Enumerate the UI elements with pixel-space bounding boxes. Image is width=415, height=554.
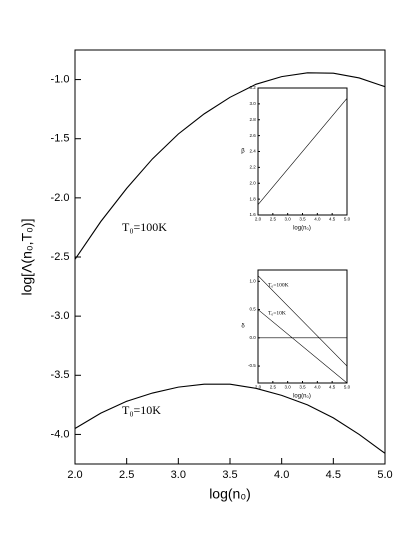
x-axis-label: log(n₀): [293, 394, 311, 400]
x-axis-label: log(n₀): [293, 226, 311, 232]
y-tick-label: 3.0: [249, 101, 256, 106]
y-tick-label: 2.8: [249, 117, 256, 122]
y-tick-label: 2.6: [249, 133, 256, 138]
y-tick-label: 1.0: [249, 278, 256, 283]
x-tick-label: 2.0: [67, 469, 82, 481]
x-tick-label: 5.0: [377, 469, 392, 481]
y-tick-label: -1.5: [51, 133, 70, 145]
x-tick-label: 2.0: [255, 217, 262, 222]
x-axis-label: log(n₀): [209, 486, 251, 502]
x-tick-label: 4.0: [274, 469, 289, 481]
y-tick-label: -3.5: [51, 369, 70, 381]
y-tick-label: 2.0: [249, 180, 256, 185]
y-tick-label: -2.5: [51, 251, 70, 263]
x-tick-label: 5.0: [344, 217, 351, 222]
series-line: [74, 72, 386, 260]
annotation: T₀=10K: [122, 403, 161, 417]
y-tick-label: 0.5: [249, 307, 256, 312]
x-tick-label: 3.0: [285, 385, 292, 390]
y-tick-label: -3.0: [51, 310, 70, 322]
x-tick-label: 2.5: [270, 217, 277, 222]
y-tick-label: 2.2: [249, 165, 256, 170]
y-axis-label: β: [241, 149, 245, 155]
x-tick-label: 5.0: [344, 385, 351, 390]
y-tick-label: 0.0: [249, 335, 256, 340]
x-tick-label: 2.5: [119, 469, 134, 481]
x-tick-label: 4.5: [326, 469, 341, 481]
series-line: [74, 383, 386, 454]
series-line: [257, 309, 348, 384]
y-tick-label: 2.4: [249, 149, 256, 154]
y-tick-label: -4.0: [51, 428, 70, 440]
y-tick-label: 1.8: [249, 196, 256, 201]
annotation: T₀=100K: [268, 282, 289, 288]
x-tick-label: 3.5: [299, 217, 306, 222]
y-tick-label: 3.2: [249, 85, 256, 90]
x-tick-label: 4.5: [329, 217, 336, 222]
y-axis-label: δ: [241, 324, 245, 330]
x-tick-label: 4.0: [314, 385, 321, 390]
y-tick-label: 1.6: [249, 212, 256, 217]
annotation: T₀=100K: [122, 220, 167, 234]
x-tick-label: 4.5: [329, 385, 336, 390]
plot-frame: [257, 269, 348, 384]
x-tick-label: 3.0: [285, 217, 292, 222]
y-tick-label: -2.0: [51, 192, 70, 204]
x-tick-label: 2.5: [270, 385, 277, 390]
y-tick-label: -1.0: [51, 73, 70, 85]
series-line: [257, 275, 348, 367]
x-tick-label: 3.5: [222, 469, 237, 481]
x-tick-label: 4.0: [314, 217, 321, 222]
x-tick-label: 3.0: [171, 469, 186, 481]
annotation: T₀=10K: [268, 310, 286, 316]
x-tick-label: 3.5: [299, 385, 306, 390]
y-axis-label: log[Λ(n₀,T₀)]: [19, 219, 35, 296]
series-line: [257, 98, 348, 205]
y-tick-label: -0.5: [248, 363, 256, 368]
x-tick-label: 2.0: [255, 385, 262, 390]
